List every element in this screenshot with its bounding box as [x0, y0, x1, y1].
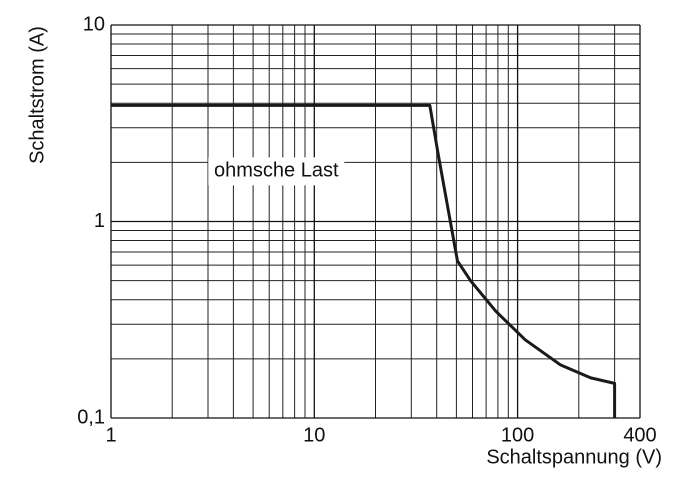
x-tick-label: 10 — [303, 424, 325, 446]
x-tick-label: 1 — [105, 424, 116, 446]
y-tick-label: 10 — [83, 13, 105, 35]
series-label: ohmsche Last — [214, 160, 339, 182]
y-tick-label: 0,1 — [77, 406, 105, 428]
curve — [111, 103, 617, 418]
y-axis-label: Schaltstrom (A) — [26, 26, 48, 164]
y-tick-label: 1 — [94, 210, 105, 232]
label-background — [208, 157, 345, 186]
x-tick-label: 100 — [501, 424, 534, 446]
x-tick-label: 400 — [623, 424, 656, 446]
x-axis-label: Schaltspannung (V) — [486, 446, 662, 468]
